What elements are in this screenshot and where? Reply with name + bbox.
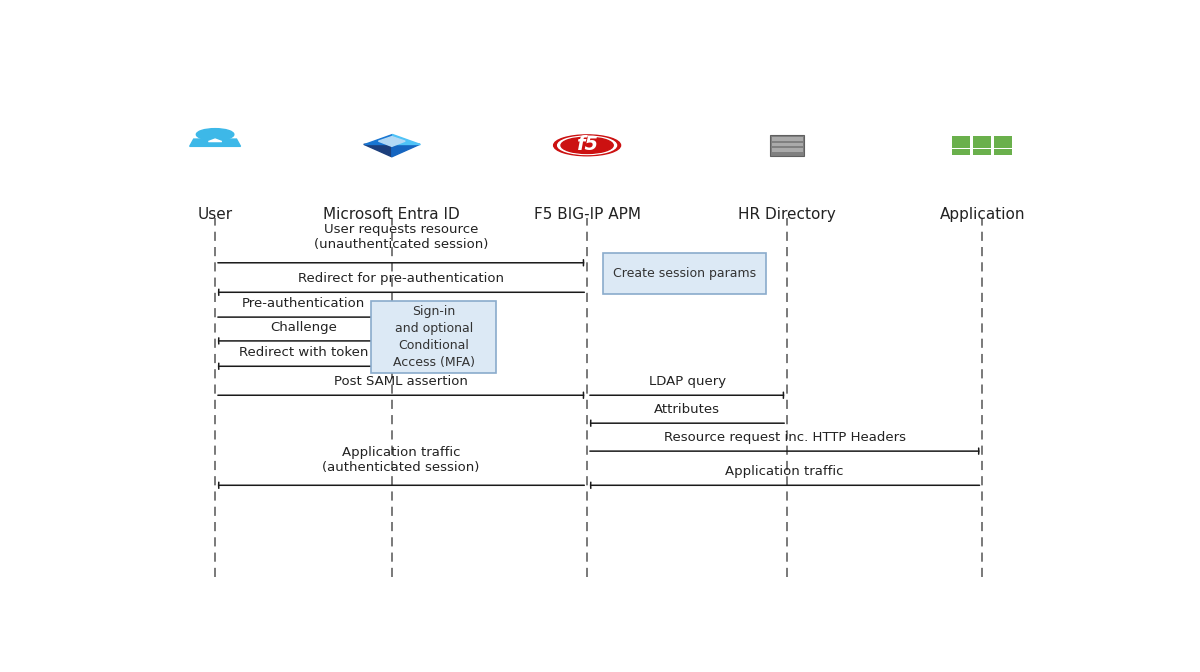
Ellipse shape bbox=[558, 136, 617, 155]
FancyBboxPatch shape bbox=[772, 142, 803, 146]
Text: Application traffic: Application traffic bbox=[726, 465, 844, 478]
Text: LDAP query: LDAP query bbox=[648, 375, 726, 388]
FancyBboxPatch shape bbox=[772, 149, 803, 152]
Text: Resource request inc. HTTP Headers: Resource request inc. HTTP Headers bbox=[664, 431, 906, 444]
Text: Redirect for pre-authentication: Redirect for pre-authentication bbox=[298, 272, 504, 285]
Text: User requests resource
(unauthenticated session): User requests resource (unauthenticated … bbox=[314, 223, 488, 251]
Text: User: User bbox=[198, 208, 233, 222]
Polygon shape bbox=[364, 144, 391, 157]
Text: Post SAML assertion: Post SAML assertion bbox=[334, 375, 468, 388]
FancyBboxPatch shape bbox=[995, 136, 1013, 142]
Text: F5 BIG-IP APM: F5 BIG-IP APM bbox=[534, 208, 641, 222]
FancyBboxPatch shape bbox=[973, 136, 991, 142]
Ellipse shape bbox=[560, 137, 613, 153]
Ellipse shape bbox=[553, 135, 620, 156]
Polygon shape bbox=[391, 134, 420, 144]
Text: Microsoft Entra ID: Microsoft Entra ID bbox=[324, 208, 460, 222]
FancyBboxPatch shape bbox=[995, 142, 1013, 148]
FancyBboxPatch shape bbox=[953, 136, 971, 142]
FancyBboxPatch shape bbox=[772, 137, 803, 140]
Text: Pre-authentication: Pre-authentication bbox=[242, 297, 365, 310]
Text: Redirect with token: Redirect with token bbox=[239, 346, 368, 359]
FancyBboxPatch shape bbox=[973, 142, 991, 148]
FancyBboxPatch shape bbox=[973, 149, 991, 155]
Polygon shape bbox=[190, 139, 240, 146]
Text: HR Directory: HR Directory bbox=[738, 208, 836, 222]
FancyBboxPatch shape bbox=[953, 142, 971, 148]
Polygon shape bbox=[391, 144, 420, 157]
Text: Attributes: Attributes bbox=[654, 403, 720, 416]
Ellipse shape bbox=[197, 128, 234, 140]
Text: Sign-in
and optional
Conditional
Access (MFA): Sign-in and optional Conditional Access … bbox=[392, 305, 475, 369]
Polygon shape bbox=[364, 134, 391, 144]
FancyBboxPatch shape bbox=[995, 149, 1013, 155]
FancyBboxPatch shape bbox=[769, 135, 804, 156]
Text: Challenge: Challenge bbox=[270, 321, 337, 334]
FancyBboxPatch shape bbox=[371, 300, 497, 373]
Text: Create session params: Create session params bbox=[613, 267, 756, 280]
Polygon shape bbox=[378, 136, 406, 146]
Text: Application: Application bbox=[940, 208, 1025, 222]
FancyBboxPatch shape bbox=[953, 149, 971, 155]
Polygon shape bbox=[209, 139, 222, 142]
FancyBboxPatch shape bbox=[604, 253, 766, 294]
Text: f5: f5 bbox=[576, 135, 598, 155]
Text: Application traffic
(authenticated session): Application traffic (authenticated sessi… bbox=[323, 446, 480, 474]
